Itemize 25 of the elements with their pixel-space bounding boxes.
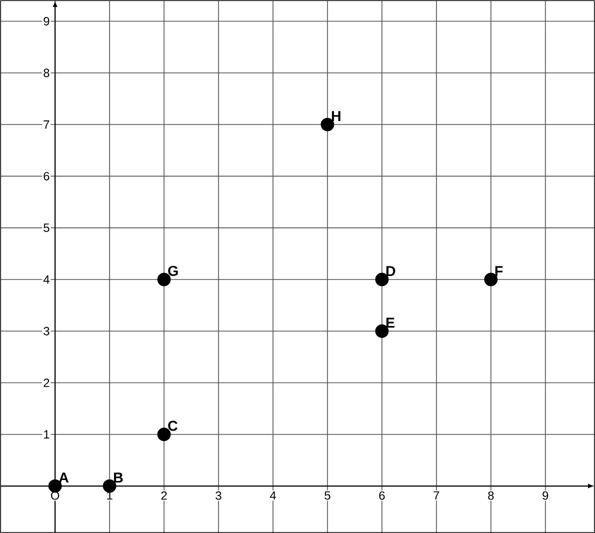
annotation: C bbox=[168, 420, 178, 431]
annotation: H bbox=[332, 111, 340, 121]
annotation: G bbox=[168, 266, 178, 276]
y-tick-label: 7 bbox=[44, 120, 50, 129]
annotation: B bbox=[114, 472, 123, 482]
y-tick-label: 1 bbox=[44, 430, 50, 438]
y-tick-label: 5 bbox=[44, 224, 50, 232]
y-tick-label: 8 bbox=[44, 68, 50, 78]
annotation: F bbox=[495, 266, 503, 276]
x-tick-label: 6 bbox=[379, 491, 385, 500]
x-tick-label: 7 bbox=[434, 491, 440, 500]
x-tick-label: 4 bbox=[270, 491, 276, 500]
y-tick-label: 3 bbox=[44, 326, 50, 336]
x-tick-label: 2 bbox=[161, 491, 167, 500]
x-tick-label: 5 bbox=[324, 491, 330, 500]
y-tick-label: 9 bbox=[44, 16, 50, 26]
annotation: E bbox=[386, 318, 394, 328]
x-tick-label: 3 bbox=[216, 491, 222, 500]
annotation: A bbox=[58, 472, 69, 482]
x-tick-label: 9 bbox=[542, 491, 548, 500]
annotation: D bbox=[386, 266, 396, 276]
y-tick-label: 4 bbox=[43, 275, 50, 284]
x-tick-label: 8 bbox=[488, 491, 494, 500]
y-tick-label: 2 bbox=[44, 378, 50, 387]
y-tick-label: 6 bbox=[44, 172, 50, 180]
